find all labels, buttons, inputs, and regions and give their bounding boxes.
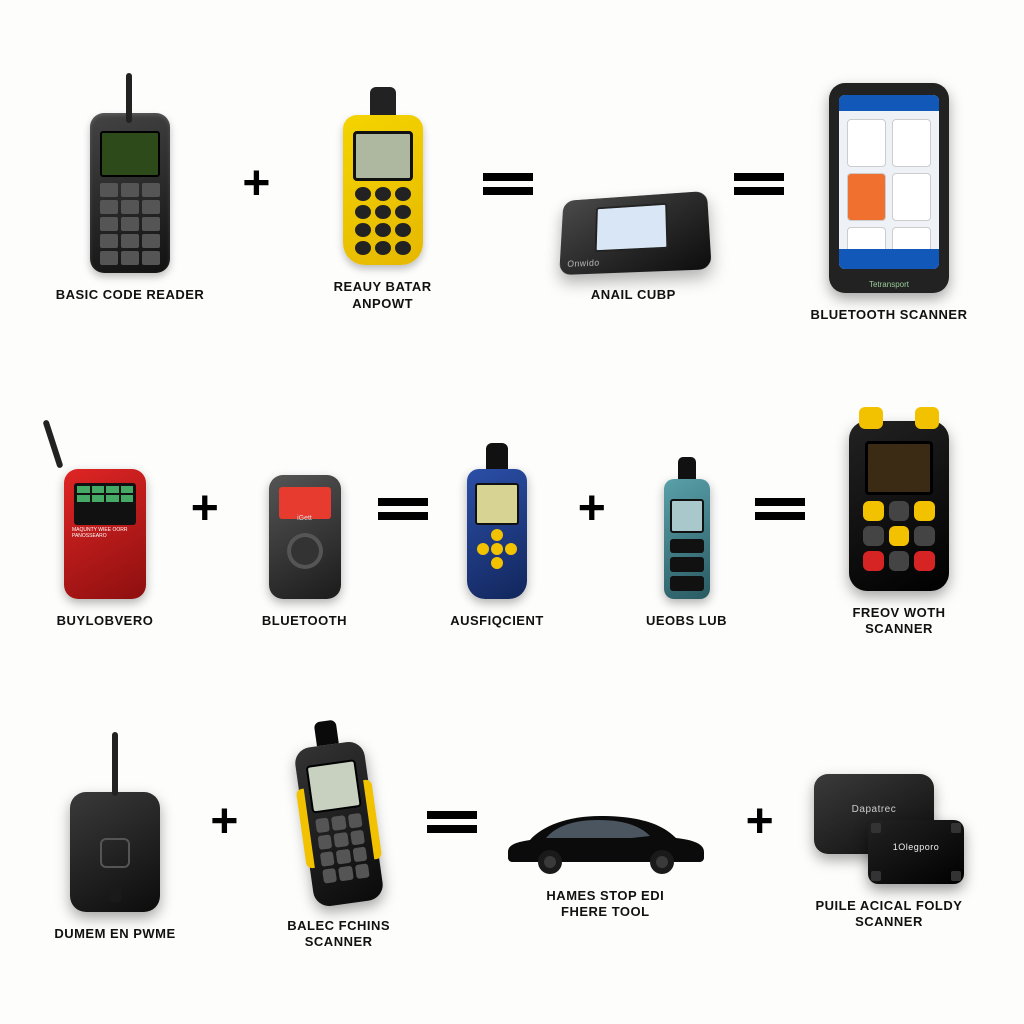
- label-bluetooth: BLUETOOTH: [262, 613, 347, 629]
- device-red-reader: MAQUNTY WIEE OORRPANOSSEARO: [64, 419, 146, 599]
- item-ausfiqcient: AUSFIQCIENT: [447, 419, 547, 629]
- item-balec-fchins: BALEC FCHINS SCANNER: [269, 724, 409, 951]
- label-balec-fchins: BALEC FCHINS SCANNER: [269, 918, 409, 951]
- item-basic-code-reader: BASIC CODE READER: [50, 93, 210, 303]
- item-puile-acical: Dapatrec 1Olegporo PUILE ACICAL FOLDY SC…: [804, 744, 974, 931]
- operator-equals-icon: [734, 169, 784, 199]
- device-basic-code-reader: [90, 93, 170, 273]
- operator-plus-icon: +: [230, 160, 282, 208]
- row-1: BASIC CODE READER + REAUY BATAR ANPOWT: [50, 73, 974, 323]
- operator-equals-icon: [427, 807, 477, 837]
- label-basic-code-reader: BASIC CODE READER: [56, 287, 205, 303]
- operator-equals-icon: [755, 494, 805, 524]
- item-hames-stop: HAMES STOP EDI FHERE TOOL: [495, 754, 715, 921]
- operator-plus-icon: +: [179, 485, 231, 533]
- item-anail-cubp: Onwido ANAIL CUBP: [553, 93, 713, 303]
- device-rect-module: Onwido: [558, 93, 708, 273]
- label-puile-acical: PUILE ACICAL FOLDY SCANNER: [809, 898, 969, 931]
- device-yellow-handheld: [343, 85, 423, 265]
- label-ausfiqcient: AUSFIQCIENT: [450, 613, 544, 629]
- label-freov-woth: FREOV WOTH SCANNER: [824, 605, 974, 638]
- label-reauy-batar: REAUY BATAR ANPOWT: [303, 279, 463, 312]
- item-freov-woth: FREOV WOTH SCANNER: [824, 411, 974, 638]
- device-diag-scanner: [304, 724, 374, 904]
- device-bt-tablet: Tetransport: [829, 73, 949, 293]
- label-anail-cubp: ANAIL CUBP: [591, 287, 676, 303]
- item-ueobs-lub: UEOBS LUB: [637, 419, 737, 629]
- device-box-pair: Dapatrec 1Olegporo: [814, 744, 964, 884]
- infographic-page: BASIC CODE READER + REAUY BATAR ANPOWT: [0, 0, 1024, 1024]
- device-rugged-scanner: [849, 411, 949, 591]
- item-reauy-batar: REAUY BATAR ANPOWT: [303, 85, 463, 312]
- label-hames-stop: HAMES STOP EDI FHERE TOOL: [525, 888, 685, 921]
- device-blue-scanner: [467, 419, 527, 599]
- operator-equals-icon: [483, 169, 533, 199]
- device-grey-bluetooth: iGett: [269, 419, 341, 599]
- item-dumem-en-pwme: DUMEM EN PWME: [50, 732, 180, 942]
- box1-brand-text: Dapatrec: [814, 804, 934, 815]
- box2-brand-text: 1Olegporo: [868, 842, 964, 852]
- label-ueobs-lub: UEOBS LUB: [646, 613, 727, 629]
- row-3: DUMEM EN PWME + BALEC FCHINS SCANNER: [50, 724, 974, 951]
- device-obd-plug: [70, 732, 160, 912]
- operator-equals-icon: [378, 494, 428, 524]
- item-bluetooth: iGett BLUETOOTH: [250, 419, 360, 629]
- operator-plus-icon: +: [734, 798, 786, 846]
- item-bluetooth-scanner: Tetransport BLUETOOTH SCANNER: [804, 73, 974, 323]
- label-dumem-en-pwme: DUMEM EN PWME: [54, 926, 175, 942]
- label-buylobvero: BUYLOBVERO: [57, 613, 154, 629]
- operator-plus-icon: +: [198, 798, 250, 846]
- operator-plus-icon: +: [566, 485, 618, 533]
- label-bluetooth-scanner: BLUETOOTH SCANNER: [810, 307, 967, 323]
- row-2: MAQUNTY WIEE OORRPANOSSEARO BUYLOBVERO +…: [50, 411, 974, 638]
- device-sedan-car: [500, 754, 710, 874]
- device-cyan-reader: [664, 419, 710, 599]
- item-buylobvero: MAQUNTY WIEE OORRPANOSSEARO BUYLOBVERO: [50, 419, 160, 629]
